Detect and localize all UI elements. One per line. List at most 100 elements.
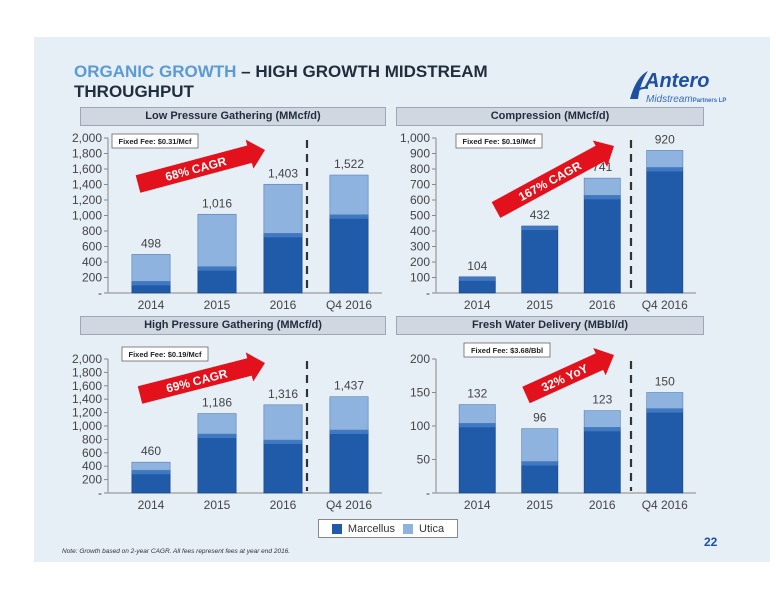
bar-utica bbox=[329, 174, 369, 216]
y-tick-label: 900 bbox=[410, 147, 430, 161]
bar-total-label: 1,186 bbox=[202, 396, 232, 410]
bar-total-label: 104 bbox=[467, 259, 487, 273]
fee-label: Fixed Fee: $3.68/Bbl bbox=[471, 346, 543, 355]
growth-arrow-label: 68% CAGR bbox=[164, 154, 228, 184]
legend-label-marcellus: Marcellus bbox=[347, 522, 395, 535]
fee-box bbox=[455, 133, 543, 149]
y-tick-label: - bbox=[98, 286, 102, 300]
y-tick-label: 2,000 bbox=[72, 352, 102, 366]
bar-marcellus-highlight bbox=[329, 214, 369, 219]
y-tick-label: 2,000 bbox=[72, 131, 102, 145]
x-tick-label: 2016 bbox=[270, 298, 297, 312]
bar-total-label: 1,403 bbox=[268, 166, 298, 180]
y-tick-label: 400 bbox=[82, 255, 102, 269]
bar-marcellus-highlight bbox=[263, 440, 303, 445]
y-tick-label: 400 bbox=[82, 459, 102, 473]
x-tick-label: 2016 bbox=[589, 298, 616, 312]
panel-header-fresh-water: Fresh Water Delivery (MBbl/d) bbox=[396, 316, 704, 335]
bar-marcellus bbox=[583, 195, 621, 294]
bar-marcellus-highlight bbox=[131, 470, 171, 475]
bar-total-label: 1,522 bbox=[334, 157, 364, 171]
x-tick-label: 2015 bbox=[204, 298, 231, 312]
y-tick-label: 600 bbox=[82, 240, 102, 254]
y-tick-label: 800 bbox=[410, 162, 430, 176]
logo-subtitle: MidstreamPartners LP bbox=[646, 94, 726, 105]
bar-marcellus-highlight bbox=[646, 408, 683, 413]
y-tick-label: 100 bbox=[410, 271, 430, 285]
bar-total-label: 498 bbox=[141, 236, 161, 250]
growth-arrow-shape bbox=[135, 139, 265, 193]
y-tick-label: 1,200 bbox=[72, 406, 102, 420]
title-line2: THROUGHPUT bbox=[74, 82, 194, 101]
bar-marcellus bbox=[263, 233, 303, 294]
bar-utica bbox=[521, 428, 559, 462]
fee-box bbox=[121, 346, 209, 362]
bar-utica bbox=[583, 410, 621, 428]
bar-utica bbox=[646, 150, 684, 168]
y-tick-label: 200 bbox=[82, 473, 102, 487]
growth-arrow-label: 167% CAGR bbox=[516, 158, 584, 204]
bar-marcellus bbox=[583, 427, 621, 494]
bar-total-label: 920 bbox=[655, 132, 675, 146]
x-tick-label: 2015 bbox=[204, 498, 231, 512]
fee-label: Fixed Fee: $0.19/Mcf bbox=[463, 137, 536, 146]
bar-marcellus-highlight bbox=[584, 427, 621, 432]
y-tick-label: 1,000 bbox=[72, 419, 102, 433]
y-tick-label: 1,800 bbox=[72, 365, 102, 379]
x-tick-label: 2014 bbox=[138, 298, 165, 312]
fee-box bbox=[463, 342, 551, 358]
logo-name: Antero bbox=[645, 70, 710, 92]
growth-arrow-label: 69% CAGR bbox=[165, 366, 230, 395]
fee-label: Fixed Fee: $0.19/Mcf bbox=[129, 350, 202, 359]
y-tick-label: - bbox=[98, 486, 102, 500]
y-tick-label: 150 bbox=[410, 386, 430, 400]
y-tick-label: 1,800 bbox=[72, 147, 102, 161]
bar-marcellus-highlight bbox=[521, 461, 558, 466]
y-tick-label: 200 bbox=[410, 352, 430, 366]
legend-label-utica: Utica bbox=[419, 522, 445, 535]
x-tick-label: Q4 2016 bbox=[642, 298, 688, 312]
y-tick-label: 800 bbox=[82, 432, 102, 446]
bar-marcellus bbox=[197, 266, 237, 294]
bar-total-label: 1,016 bbox=[202, 196, 232, 210]
x-tick-label: 2015 bbox=[526, 498, 553, 512]
y-tick-label: 400 bbox=[410, 224, 430, 238]
bar-total-label: 123 bbox=[592, 393, 612, 407]
growth-arrow-shape bbox=[491, 140, 614, 218]
bar-marcellus-highlight bbox=[459, 276, 496, 281]
bar-marcellus-highlight bbox=[197, 434, 237, 439]
x-tick-label: 2014 bbox=[138, 498, 165, 512]
panel-header-compression: Compression (MMcf/d) bbox=[396, 107, 704, 126]
logo-sub-text: Midstream bbox=[646, 94, 693, 105]
y-tick-label: 1,000 bbox=[72, 209, 102, 223]
bar-marcellus bbox=[329, 429, 369, 494]
bar-utica bbox=[197, 213, 237, 267]
y-tick-label: 1,600 bbox=[72, 379, 102, 393]
y-tick-label: 1,600 bbox=[72, 162, 102, 176]
bar-utica bbox=[329, 396, 369, 431]
logo-sub-small: Partners LP bbox=[692, 98, 727, 104]
growth-arrow-shape bbox=[137, 352, 266, 404]
bar-total-label: 1,437 bbox=[334, 379, 364, 393]
bar-marcellus bbox=[521, 461, 559, 494]
bar-utica bbox=[646, 392, 684, 409]
bar-total-label: 460 bbox=[141, 444, 161, 458]
y-tick-label: 300 bbox=[410, 240, 430, 254]
bar-marcellus bbox=[646, 167, 684, 294]
title-rest: – HIGH GROWTH MIDSTREAM bbox=[236, 62, 488, 81]
y-tick-label: 1,400 bbox=[72, 178, 102, 192]
y-tick-label: - bbox=[426, 286, 430, 300]
bar-marcellus-highlight bbox=[646, 167, 683, 172]
legend-swatch-marcellus bbox=[331, 523, 342, 534]
x-tick-label: Q4 2016 bbox=[326, 298, 372, 312]
bar-marcellus bbox=[521, 225, 559, 294]
bar-marcellus-highlight bbox=[459, 423, 496, 428]
bar-marcellus-highlight bbox=[521, 226, 558, 231]
legend-swatch-utica bbox=[403, 523, 413, 534]
bar-marcellus bbox=[263, 439, 303, 494]
y-tick-label: 1,000 bbox=[400, 131, 430, 145]
bar-total-label: 150 bbox=[655, 375, 675, 389]
y-tick-label: 800 bbox=[82, 224, 102, 238]
